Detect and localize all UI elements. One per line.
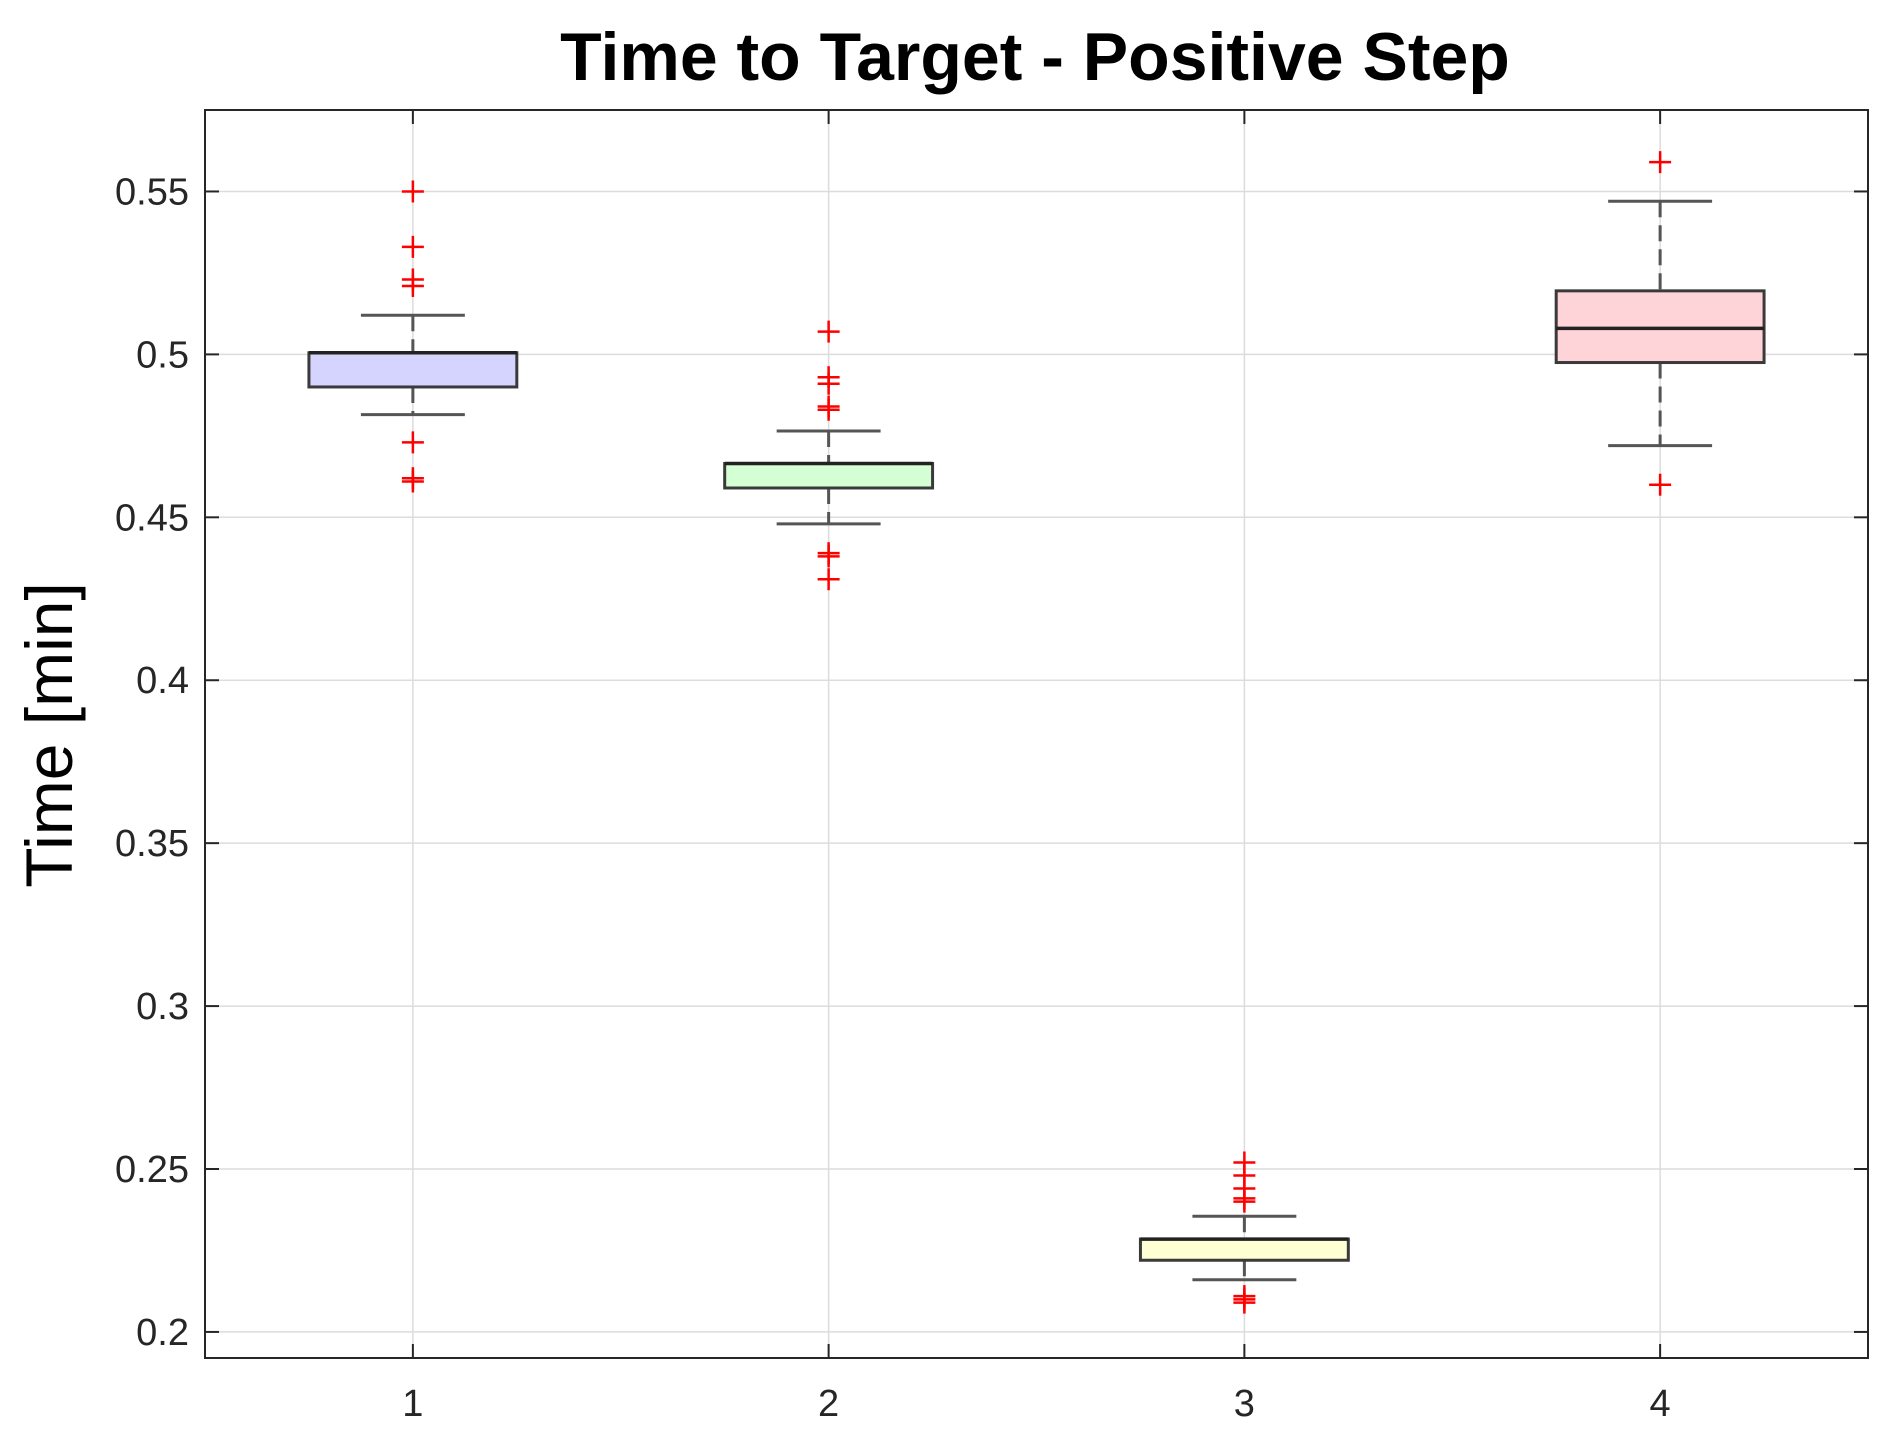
interquartile-box — [1138, 1237, 1350, 1262]
interquartile-box — [307, 351, 519, 389]
box-group-1 — [307, 180, 519, 493]
x-tick-label: 4 — [1650, 1383, 1671, 1425]
y-tick-label: 0.45 — [115, 497, 189, 539]
interquartile-box — [723, 462, 935, 490]
y-tick-label: 0.4 — [136, 660, 189, 702]
outlier-marker — [401, 431, 424, 454]
outlier-marker — [401, 180, 424, 203]
y-tick-label: 0.25 — [115, 1149, 189, 1191]
box-group-3 — [1138, 1151, 1350, 1314]
outlier-marker — [401, 274, 424, 297]
x-tick-label: 2 — [818, 1383, 839, 1425]
box-group-2 — [723, 320, 935, 591]
y-axis-label: Time [min] — [12, 582, 86, 888]
outlier-marker — [817, 372, 840, 395]
outlier-marker — [1649, 473, 1672, 496]
outlier-marker — [817, 545, 840, 568]
axes-frame — [204, 109, 1869, 1359]
chart-title: Time to Target - Positive Step — [560, 19, 1510, 95]
outlier-marker — [817, 398, 840, 421]
y-tick-label: 0.3 — [136, 986, 189, 1028]
outlier-marker — [401, 470, 424, 493]
x-tick-label: 3 — [1234, 1383, 1255, 1425]
outlier-marker — [401, 235, 424, 258]
outlier-marker — [817, 568, 840, 591]
outlier-marker — [1233, 1190, 1256, 1213]
y-tick-label: 0.55 — [115, 171, 189, 213]
plot-area — [307, 151, 1766, 1314]
outlier-marker — [1649, 151, 1672, 174]
outlier-marker — [1233, 1291, 1256, 1314]
y-tick-label: 0.2 — [136, 1312, 189, 1354]
outlier-marker — [817, 320, 840, 343]
box-group-4 — [1554, 151, 1766, 496]
axis-ticks: 0.2 0.25 0.3 0.35 0.4 0.45 0.5 0.55 1 2 3 4 — [115, 110, 1868, 1425]
y-tick-label: 0.35 — [115, 823, 189, 865]
y-tick-label: 0.5 — [136, 334, 189, 376]
x-tick-label: 1 — [402, 1383, 423, 1425]
